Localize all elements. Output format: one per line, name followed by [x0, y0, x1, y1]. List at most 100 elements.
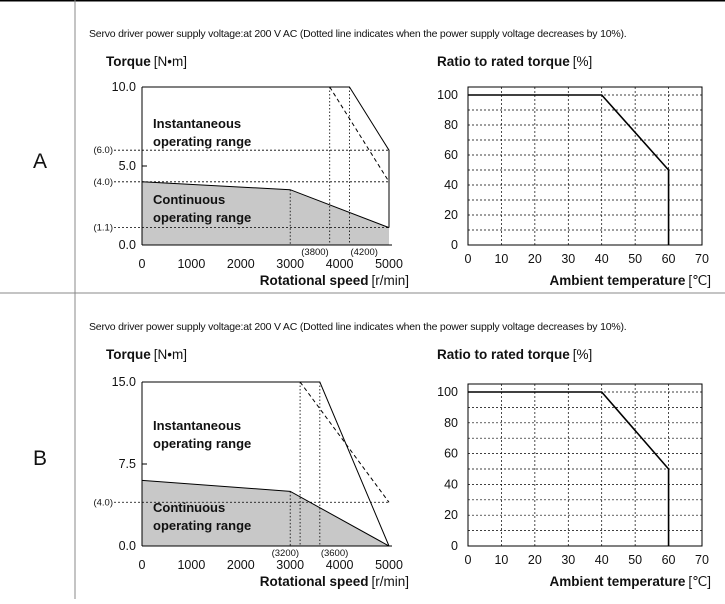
ratio-tick-label: 40: [444, 178, 458, 192]
instantaneous-range-label: operating range: [153, 436, 251, 451]
row-label: B: [33, 447, 47, 470]
speed-axis-title: Rotational speed [r/min]: [260, 273, 409, 288]
temperature-tick-label: 50: [628, 553, 642, 567]
speed-tick-label: 0: [139, 257, 146, 271]
speed-tick-label: 4000: [326, 558, 354, 572]
torque-axis-title: Torque [N•m]: [106, 54, 187, 69]
ratio-tick-label: 20: [444, 508, 458, 522]
torque-y-tick-label: 10.0: [112, 80, 136, 94]
ratio-tick-label: 60: [444, 447, 458, 461]
speed-marker-label: (3800): [301, 247, 328, 258]
speed-marker-label: (4200): [350, 247, 377, 258]
ratio-tick-label: 80: [444, 416, 458, 430]
speed-axis-title: Rotational speed [r/min]: [260, 574, 409, 589]
derating-curve: [468, 94, 670, 245]
temperature-axis-title-unit: [℃]: [688, 273, 711, 288]
voltage-note: Servo driver power supply voltage:at 200…: [89, 28, 627, 40]
instantaneous-range-label: Instantaneous: [153, 418, 241, 433]
temperature-tick-label: 0: [465, 553, 472, 567]
torque-y-tick-label: 7.5: [119, 457, 136, 471]
row-b: B Servo driver power supply voltage:at 20…: [33, 321, 711, 589]
speed-axis-title-unit: [r/min]: [371, 273, 409, 288]
ratio-axis-title-unit: [%]: [573, 54, 593, 69]
continuous-range-label: operating range: [153, 210, 251, 225]
temperature-axis-title: Ambient temperature [℃]: [550, 574, 711, 589]
derating-plot-frame: [467, 86, 703, 246]
ratio-tick-label: 0: [451, 539, 458, 553]
instantaneous-range-label: operating range: [153, 134, 251, 149]
torque-y-tick-label: 5.0: [119, 159, 136, 173]
temperature-tick-label: 40: [595, 553, 609, 567]
torque-y-tick-label: 15.0: [112, 375, 136, 389]
derating-curve: [468, 391, 670, 546]
torque-axis-title-unit: [N•m]: [154, 347, 187, 362]
torque-axis-title-unit: [N•m]: [154, 54, 187, 69]
torque-y-tick-label: 0.0: [119, 238, 136, 252]
ratio-tick-label: 60: [444, 148, 458, 162]
torque-y-tick-label: 0.0: [119, 539, 136, 553]
torque-marker-label: (6.0): [93, 145, 113, 156]
speed-tick-label: 3000: [276, 257, 304, 271]
row-a: A Servo driver power supply voltage:at 20…: [33, 28, 711, 288]
temperature-axis-title-unit: [℃]: [688, 574, 711, 589]
speed-tick-label: 1000: [177, 257, 205, 271]
speed-axis-title-text: Rotational speed: [260, 574, 369, 589]
continuous-range-label: Continuous: [153, 192, 225, 207]
torque-chart: Torque [N•m] (3200) (3600) (4.0) 0.0 7.5 15.0 0 1…: [93, 347, 409, 589]
ratio-axis-title-unit: [%]: [573, 347, 593, 362]
temperature-tick-label: 10: [494, 252, 508, 266]
continuous-range-label: Continuous: [153, 500, 225, 515]
speed-tick-label: 5000: [375, 257, 403, 271]
voltage-note: Servo driver power supply voltage:at 200…: [89, 321, 627, 333]
speed-axis-title-text: Rotational speed: [260, 273, 369, 288]
reduced-voltage-boundary-line: [329, 86, 390, 183]
temperature-axis-title-text: Ambient temperature: [550, 273, 686, 288]
temperature-tick-label: 30: [561, 553, 575, 567]
speed-tick-label: 4000: [326, 257, 354, 271]
ratio-tick-label: 80: [444, 118, 458, 132]
temperature-tick-label: 50: [628, 252, 642, 266]
speed-marker-label: (3200): [272, 548, 299, 559]
torque-marker-label: (4.0): [93, 177, 113, 188]
speed-tick-label: 5000: [375, 558, 403, 572]
temperature-tick-label: 20: [528, 553, 542, 567]
derating-chart: Ratio to rated torque [%] 0 20 40 60 80 100 0 10 2…: [437, 54, 711, 288]
temperature-axis-title-text: Ambient temperature: [550, 574, 686, 589]
reduced-voltage-boundary-line: [299, 381, 390, 503]
speed-tick-label: 1000: [177, 558, 205, 572]
speed-tick-label: 2000: [227, 558, 255, 572]
temperature-axis-title: Ambient temperature [℃]: [550, 273, 711, 288]
torque-axis-title: Torque [N•m]: [106, 347, 187, 362]
temperature-tick-label: 30: [561, 252, 575, 266]
ratio-tick-label: 0: [451, 238, 458, 252]
speed-tick-label: 2000: [227, 257, 255, 271]
ratio-axis-title-text: Ratio to rated torque: [437, 347, 570, 362]
derating-chart: Ratio to rated torque [%] 0 20 40 60 80 100 0 10 2…: [437, 347, 711, 589]
speed-marker-label: (3600): [321, 548, 348, 559]
temperature-tick-label: 20: [528, 252, 542, 266]
row-label: A: [33, 150, 47, 173]
speed-tick-label: 3000: [276, 558, 304, 572]
torque-chart: Torque [N•m] (3800) (4200) (6.0) (4.0) (1.1) 0.…: [93, 54, 409, 288]
speed-tick-label: 0: [139, 558, 146, 572]
ratio-tick-label: 20: [444, 208, 458, 222]
speed-axis-title-unit: [r/min]: [371, 574, 409, 589]
temperature-tick-label: 70: [695, 553, 709, 567]
ratio-axis-title-text: Ratio to rated torque: [437, 54, 570, 69]
temperature-tick-label: 70: [695, 252, 709, 266]
continuous-range-area: [142, 480, 389, 546]
ratio-axis-title: Ratio to rated torque [%]: [437, 347, 592, 362]
temperature-tick-label: 0: [465, 252, 472, 266]
temperature-tick-label: 60: [662, 553, 676, 567]
derating-plot-frame: [467, 383, 703, 547]
torque-marker-label: (4.0): [93, 497, 113, 508]
continuous-range-label: operating range: [153, 518, 251, 533]
temperature-tick-label: 10: [494, 553, 508, 567]
temperature-tick-label: 60: [662, 252, 676, 266]
temperature-tick-label: 40: [595, 252, 609, 266]
ratio-tick-label: 100: [437, 88, 458, 102]
continuous-range-area: [142, 181, 389, 245]
instantaneous-range-label: Instantaneous: [153, 116, 241, 131]
